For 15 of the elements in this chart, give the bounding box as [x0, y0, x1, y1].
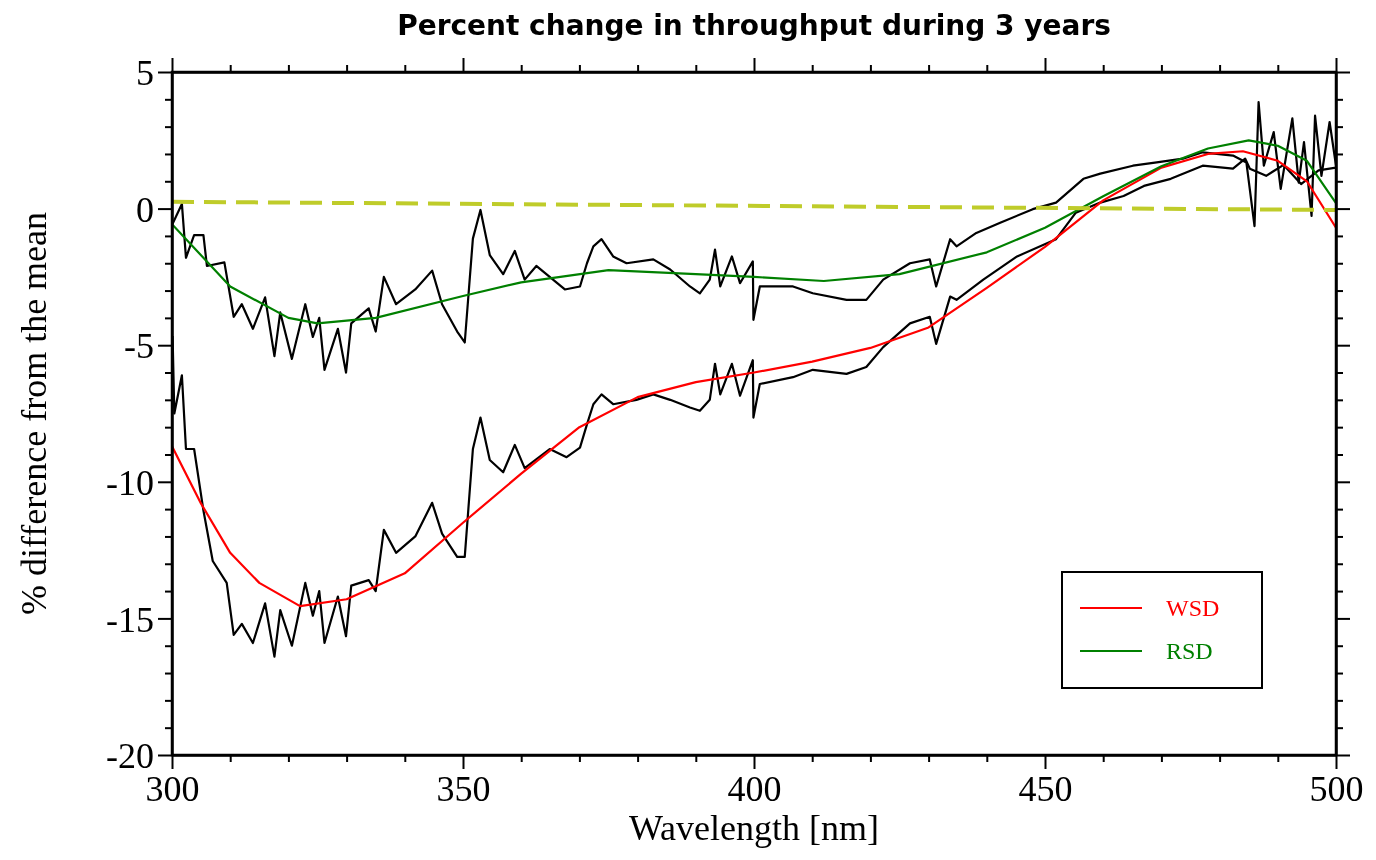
y-axis-title: % difference from the mean [14, 211, 54, 616]
x-tick-label: 500 [1309, 769, 1364, 809]
chart-title: Percent change in throughput during 3 years [397, 9, 1111, 42]
y-tick-label: 0 [136, 189, 154, 230]
x-tick-label: 400 [727, 769, 782, 809]
x-axis-title: Wavelength [nm] [628, 808, 880, 848]
y-tick-label: -10 [106, 462, 154, 503]
y-tick-label: 5 [136, 53, 154, 94]
x-tick-label: 350 [436, 769, 491, 809]
y-tick-label: -15 [106, 599, 154, 640]
legend-label: RSD [1166, 638, 1213, 664]
legend-label: WSD [1166, 595, 1220, 621]
y-tick-label: -5 [124, 326, 154, 367]
x-tick-label: 450 [1018, 769, 1073, 809]
line-series [172, 139, 1336, 325]
